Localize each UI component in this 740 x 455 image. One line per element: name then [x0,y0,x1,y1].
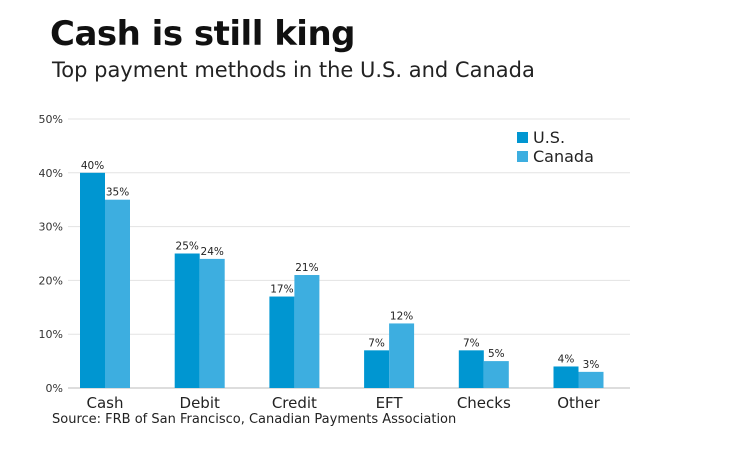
x-tick-label: Checks [457,394,511,412]
data-label: 24% [201,246,224,258]
bar-us [174,253,200,388]
bar-us [364,350,390,388]
y-tick-label: 50% [39,113,63,126]
legend-label: U.S. [533,128,565,147]
chart-source: Source: FRB of San Francisco, Canadian P… [52,412,457,427]
bar-canada [578,371,604,388]
y-tick-label: 30% [39,221,63,234]
legend-label: Canada [533,147,594,166]
data-label: 12% [390,310,413,322]
y-tick-label: 40% [39,167,63,180]
data-label: 3% [583,359,600,371]
data-label: 5% [488,348,505,360]
x-tick-label: Other [557,394,600,412]
y-tick-label: 0% [46,382,63,395]
x-tick-label: EFT [376,394,404,412]
legend-swatch [517,132,528,143]
data-label: 35% [106,187,129,199]
bar-us [269,296,295,388]
bar-us [80,172,105,388]
bar-canada [389,323,415,388]
bar-canada [199,258,225,388]
bar-canada [294,275,320,388]
x-tick-label: Debit [180,394,220,412]
y-tick-label: 20% [39,274,63,287]
bar-us [458,350,484,388]
legend-swatch [517,151,528,162]
data-label: 7% [463,337,480,349]
x-tick-label: Credit [272,394,317,412]
x-tick-label: Cash [87,394,124,412]
data-label: 40% [81,160,104,172]
data-label: 7% [368,337,385,349]
bar-canada [483,361,509,388]
chart-subtitle: Top payment methods in the U.S. and Cana… [52,58,535,82]
bar-us [553,366,579,388]
data-label: 25% [176,241,199,253]
chart-title: Cash is still king [50,14,356,54]
y-tick-label: 10% [39,328,63,341]
data-label: 4% [558,353,575,365]
bar-canada [105,199,130,388]
data-label: 17% [270,284,293,296]
data-label: 21% [295,262,318,274]
